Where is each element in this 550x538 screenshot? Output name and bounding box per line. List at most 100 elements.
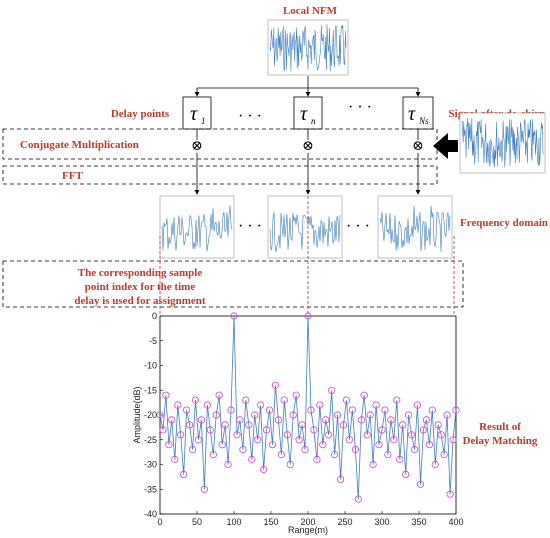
y-tick-label: -25 bbox=[144, 435, 157, 445]
data-point bbox=[375, 441, 383, 449]
assignment-box bbox=[2, 260, 464, 308]
data-point bbox=[236, 416, 244, 424]
data-point bbox=[342, 396, 351, 404]
data-point bbox=[437, 431, 445, 439]
data-point bbox=[233, 431, 241, 439]
dechirp-signal-plot bbox=[459, 112, 546, 174]
data-point bbox=[162, 391, 170, 399]
data-point bbox=[387, 416, 395, 424]
freq-plot-ns bbox=[377, 195, 453, 259]
data-point bbox=[215, 391, 223, 399]
data-point bbox=[256, 401, 265, 409]
data-point bbox=[351, 445, 359, 454]
data-point bbox=[369, 460, 377, 469]
data-point bbox=[413, 401, 422, 409]
data-point bbox=[390, 436, 398, 444]
delay-points-label: Delay points bbox=[111, 108, 170, 120]
data-point bbox=[186, 421, 194, 429]
data-point bbox=[209, 450, 217, 459]
data-point bbox=[212, 411, 220, 419]
data-point bbox=[221, 421, 229, 429]
svg-text:τ: τ bbox=[300, 103, 308, 125]
assignment-line-1: The corresponding sample bbox=[78, 267, 203, 279]
y-axis-ticks: 0 -5 -10 -15 -20 -25 -30 -35 -40 bbox=[144, 311, 163, 519]
y-tick-label: -40 bbox=[144, 509, 157, 519]
data-point bbox=[396, 455, 404, 464]
data-point bbox=[419, 426, 427, 434]
data-point bbox=[404, 411, 413, 419]
data-point bbox=[301, 445, 309, 454]
data-point bbox=[245, 421, 253, 429]
data-point bbox=[407, 431, 416, 439]
result-series-line bbox=[159, 315, 457, 500]
data-point bbox=[224, 460, 232, 469]
data-point bbox=[177, 431, 185, 439]
x-tick-label: 100 bbox=[226, 517, 241, 527]
data-point bbox=[251, 411, 259, 419]
data-point bbox=[384, 450, 392, 459]
data-point bbox=[449, 436, 457, 444]
data-point bbox=[348, 406, 356, 414]
data-point bbox=[310, 426, 318, 434]
data-point bbox=[316, 401, 324, 409]
result-series-markers bbox=[156, 312, 460, 503]
data-point bbox=[171, 455, 179, 464]
y-axis-label: Amplitude(dB) bbox=[132, 386, 142, 443]
data-point bbox=[372, 401, 380, 409]
data-point bbox=[274, 416, 282, 424]
data-point bbox=[434, 421, 442, 429]
data-point bbox=[200, 485, 208, 493]
data-point bbox=[194, 436, 203, 444]
data-point bbox=[304, 312, 312, 320]
data-point bbox=[265, 406, 274, 414]
x-tick-label: 200 bbox=[300, 517, 315, 527]
multiply-symbol-ns: ⊗ bbox=[412, 139, 424, 154]
local-nfm-label: Local NFM bbox=[283, 5, 338, 17]
data-point bbox=[307, 406, 315, 414]
y-tick-label: -10 bbox=[144, 361, 157, 371]
y-tick-label: -15 bbox=[144, 385, 157, 395]
data-point bbox=[339, 421, 348, 429]
ellipsis-2: · · · bbox=[348, 99, 372, 116]
distribution-lines bbox=[194, 76, 421, 97]
x-tick-label: 150 bbox=[263, 517, 278, 527]
data-point bbox=[206, 426, 214, 434]
x-axis-label: Range(m) bbox=[288, 525, 328, 535]
delay-box-tau-ns: τ Ns bbox=[402, 96, 434, 130]
x-tick-label: 300 bbox=[374, 517, 389, 527]
data-point bbox=[230, 312, 238, 320]
data-point bbox=[366, 411, 374, 419]
ellipsis-4: · · · bbox=[346, 218, 370, 235]
y-tick-label: -35 bbox=[144, 484, 157, 494]
data-point bbox=[428, 406, 436, 414]
data-point bbox=[156, 411, 164, 419]
data-point bbox=[277, 450, 285, 459]
data-point bbox=[425, 441, 433, 449]
y-tick-label: 0 bbox=[152, 311, 157, 321]
data-point bbox=[360, 391, 368, 399]
data-point bbox=[159, 426, 167, 434]
data-point bbox=[345, 436, 353, 444]
data-point bbox=[268, 441, 277, 449]
data-point bbox=[271, 381, 279, 389]
multiply-symbol-n: ⊗ bbox=[302, 139, 314, 154]
delay-box-tau-1: τ 1 bbox=[182, 96, 212, 130]
data-point bbox=[336, 475, 345, 483]
data-point bbox=[325, 431, 333, 439]
data-point bbox=[416, 480, 425, 488]
multiply-symbol-1: ⊗ bbox=[191, 139, 203, 154]
local-nfm-plot bbox=[267, 19, 349, 76]
y-tick-label: -20 bbox=[144, 410, 157, 420]
fft-label: FFT bbox=[62, 170, 83, 182]
data-point bbox=[363, 431, 371, 439]
data-point bbox=[399, 421, 407, 429]
result-label-1: Result of bbox=[479, 421, 521, 433]
data-point bbox=[292, 391, 300, 399]
result-chart: 0 -5 -10 -15 -20 -25 -30 -35 -40 0 50 100 150 200 250… bbox=[132, 311, 464, 535]
delay-box-tau-n: τ n bbox=[293, 96, 323, 130]
result-label-2: Delay Matching bbox=[463, 435, 538, 447]
data-point bbox=[180, 470, 188, 478]
data-point bbox=[354, 495, 362, 503]
data-point bbox=[203, 401, 211, 409]
